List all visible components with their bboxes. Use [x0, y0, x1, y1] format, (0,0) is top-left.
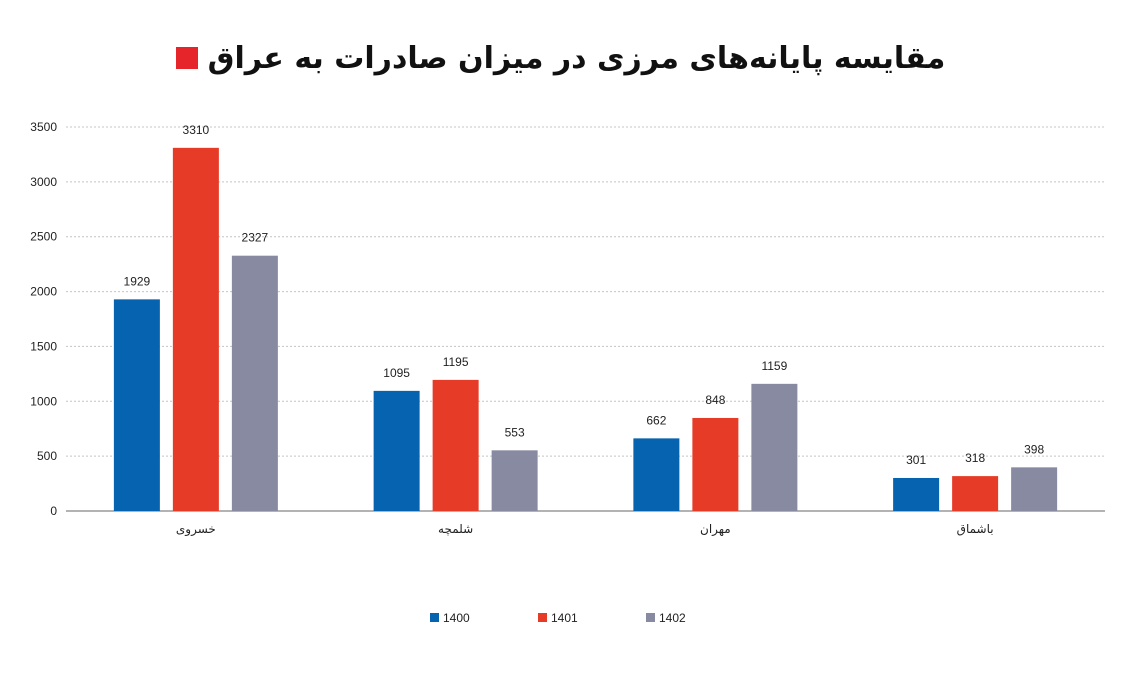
bar-1401-0 — [172, 147, 219, 512]
category-label: باشماق — [957, 522, 994, 536]
data-label: 301 — [906, 453, 926, 467]
bar-1401-3 — [952, 476, 999, 511]
bar-1400-3 — [893, 477, 940, 511]
data-label: 398 — [1024, 442, 1044, 456]
data-label: 3310 — [183, 123, 210, 137]
legend-swatch — [646, 613, 655, 622]
data-label: 1195 — [443, 355, 469, 369]
data-label: 2327 — [242, 231, 269, 245]
y-tick-label: 0 — [50, 504, 57, 518]
grid-lines — [66, 126, 1105, 512]
category-label: مهران — [700, 522, 731, 537]
bar-1402-2 — [751, 383, 798, 511]
title-marker — [175, 47, 198, 69]
bars — [113, 147, 1058, 512]
legend-swatch — [430, 613, 439, 622]
bar-1402-0 — [231, 255, 278, 511]
y-tick-label: 2000 — [30, 285, 57, 299]
bar-1401-2 — [692, 417, 739, 511]
y-tick-label: 3500 — [30, 120, 57, 134]
bar-1400-1 — [373, 390, 420, 511]
category-label: شلمچه — [438, 522, 473, 536]
bar-1402-3 — [1011, 467, 1058, 511]
y-tick-label: 1500 — [30, 339, 57, 353]
bar-1400-0 — [113, 299, 160, 511]
data-label: 1929 — [124, 274, 151, 288]
legend: 1400 1401 1402 — [430, 611, 686, 625]
bar-1401-1 — [432, 379, 479, 511]
y-tick-label: 500 — [37, 449, 57, 463]
data-label: 1159 — [761, 359, 787, 373]
legend-swatch — [538, 613, 547, 622]
data-label: 553 — [505, 425, 525, 439]
chart-title-text: مقایسه پایانه‌های مرزی در میزان صادرات ب… — [207, 40, 946, 76]
y-tick-label: 2500 — [30, 230, 57, 244]
bar-1400-2 — [633, 438, 680, 511]
bar-1402-1 — [491, 450, 538, 511]
chart-title: مقایسه پایانه‌های مرزی در میزان صادرات ب… — [0, 36, 1121, 80]
category-label: خسروی — [176, 522, 216, 537]
y-tick-label: 3000 — [30, 175, 57, 189]
data-label: 662 — [646, 413, 666, 427]
legend-label: 1400 — [443, 611, 470, 625]
data-label: 848 — [705, 393, 725, 407]
data-label: 318 — [965, 451, 985, 465]
legend-label: 1402 — [659, 611, 686, 625]
legend-label: 1401 — [551, 611, 578, 625]
y-tick-label: 1000 — [30, 394, 57, 408]
data-labels: 1929 3310 2327 1095 1195 553 662 848 1159 301 318 3… — [124, 123, 1045, 467]
data-label: 1095 — [383, 366, 410, 380]
y-axis-ticks: 0 500 1000 1500 2000 2500 3000 3500 — [30, 120, 57, 518]
x-axis-categories: خسروی شلمچه مهران باشماق — [176, 522, 994, 537]
